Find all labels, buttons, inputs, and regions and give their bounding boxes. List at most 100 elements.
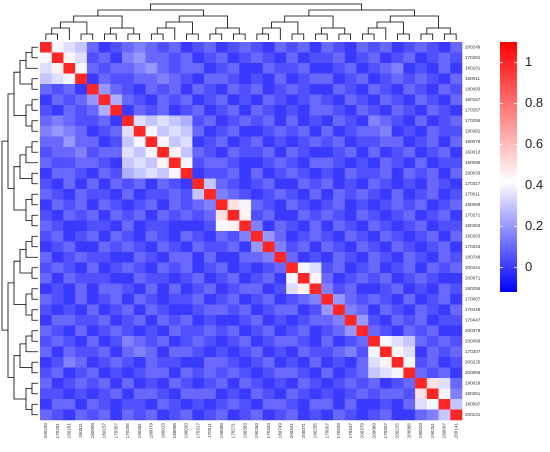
heatmap-cell xyxy=(86,115,99,127)
heatmap-cell xyxy=(239,105,252,116)
heatmap-cell xyxy=(333,325,346,337)
heatmap-cell xyxy=(75,105,88,116)
heatmap-cell xyxy=(204,73,217,85)
heatmap-cell xyxy=(227,73,240,85)
heatmap-cell xyxy=(192,136,205,148)
heatmap-cell xyxy=(145,325,158,337)
dendrogram-link xyxy=(338,33,352,40)
heatmap-cell xyxy=(63,168,76,179)
heatmap-cell xyxy=(274,231,287,242)
heatmap-cell xyxy=(157,273,170,284)
heatmap-cell xyxy=(251,168,264,179)
dendrogram-link xyxy=(31,78,38,90)
heatmap-cell xyxy=(274,136,287,148)
heatmap-cell xyxy=(403,241,416,253)
heatmap-cell xyxy=(438,346,451,358)
heatmap-cell xyxy=(180,346,193,358)
heatmap-cell xyxy=(438,136,451,148)
heatmap-cell xyxy=(344,273,357,284)
dendrogram-link xyxy=(233,33,246,40)
heatmap-cell xyxy=(133,94,146,106)
heatmap-cell xyxy=(145,147,158,158)
dendrogram-link xyxy=(361,33,375,40)
heatmap-cell xyxy=(239,357,252,368)
heatmap-cell xyxy=(145,126,158,137)
heatmap-cell xyxy=(450,346,463,358)
heatmap-cell xyxy=(63,262,76,274)
heatmap-cell xyxy=(333,367,346,379)
heatmap-cell xyxy=(262,378,275,389)
heatmap-cell xyxy=(251,63,264,74)
dendrogram-link xyxy=(13,71,26,116)
row-label: 190089 xyxy=(465,202,481,207)
heatmap-cell xyxy=(262,199,275,211)
heatmap-cell xyxy=(227,84,240,95)
row-label: 180749 xyxy=(465,254,481,259)
heatmap-cell xyxy=(415,73,428,85)
heatmap-cell xyxy=(239,115,252,127)
heatmap-cell xyxy=(110,105,123,116)
heatmap-cell xyxy=(450,367,463,379)
heatmap-cell xyxy=(157,42,170,53)
heatmap-cell xyxy=(227,294,240,305)
heatmap-cell xyxy=(110,357,123,368)
heatmap-cell xyxy=(63,94,76,106)
heatmap-cell xyxy=(251,262,264,274)
heatmap-cell xyxy=(309,231,322,242)
heatmap-cell xyxy=(168,262,181,274)
heatmap-cell xyxy=(438,252,451,263)
heatmap-cell xyxy=(297,378,310,389)
heatmap-cell xyxy=(204,262,217,274)
heatmap-cell xyxy=(98,126,111,137)
heatmap-cell xyxy=(344,178,357,190)
heatmap-cell xyxy=(297,388,310,400)
heatmap-cell xyxy=(227,178,240,190)
heatmap-cell xyxy=(204,42,217,53)
heatmap-cell xyxy=(63,336,76,347)
heatmap-cell xyxy=(40,52,53,64)
dendrogram-link xyxy=(80,33,94,40)
heatmap-cell xyxy=(227,336,240,347)
heatmap-cell xyxy=(133,220,146,232)
heatmap-cell xyxy=(438,126,451,137)
heatmap-cell xyxy=(145,346,158,358)
heatmap-cell xyxy=(122,126,135,137)
heatmap-cell xyxy=(157,378,170,389)
heatmap-cell xyxy=(426,147,439,158)
heatmap-cell xyxy=(86,136,99,148)
heatmap-cell xyxy=(40,199,53,211)
heatmap-cell xyxy=(333,378,346,389)
heatmap-cell xyxy=(321,262,334,274)
heatmap-cell xyxy=(40,136,53,148)
heatmap-cell xyxy=(344,294,357,305)
heatmap-cell xyxy=(403,346,416,358)
heatmap-cell xyxy=(403,409,416,421)
heatmap-cell xyxy=(286,147,299,158)
heatmap-cell xyxy=(251,199,264,211)
heatmap-cell xyxy=(204,399,217,410)
heatmap-cell xyxy=(321,210,334,221)
heatmap-cell xyxy=(215,241,228,253)
heatmap-cell xyxy=(239,409,252,421)
heatmap-cell xyxy=(297,220,310,232)
heatmap-cell xyxy=(333,52,346,64)
heatmap-cell xyxy=(415,42,428,53)
heatmap-cell xyxy=(86,294,99,305)
dendrogram-link xyxy=(156,27,176,40)
column-label: 180749 xyxy=(278,423,283,439)
heatmap-cell xyxy=(75,315,88,326)
heatmap-cell xyxy=(344,42,357,53)
heatmap-cell xyxy=(157,262,170,274)
heatmap-cell xyxy=(309,42,322,53)
heatmap-cell xyxy=(251,52,264,64)
heatmap-cell xyxy=(180,168,193,179)
heatmap-cell xyxy=(356,294,369,305)
heatmap-cell xyxy=(344,315,357,326)
heatmap-cell xyxy=(86,42,99,53)
heatmap-cell xyxy=(192,388,205,400)
heatmap-cell xyxy=(274,157,287,169)
heatmap-cell xyxy=(368,304,381,316)
heatmap-cell xyxy=(262,304,275,316)
heatmap-cell xyxy=(286,126,299,137)
heatmap-cell xyxy=(204,325,217,337)
